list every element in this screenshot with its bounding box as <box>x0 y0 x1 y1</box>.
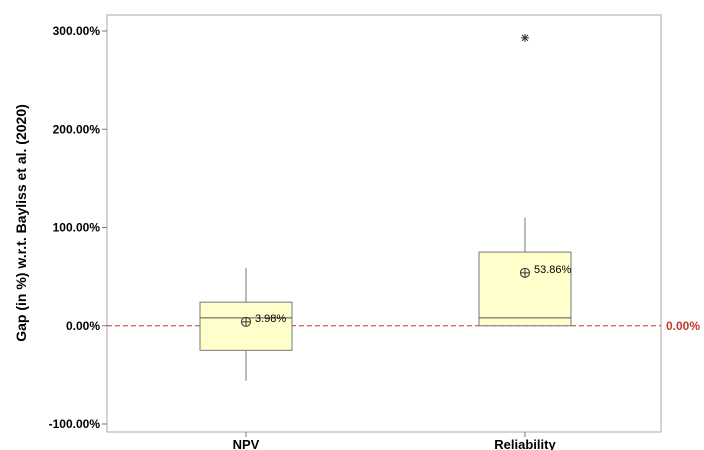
y-tick-label: 300.00% <box>53 24 101 38</box>
reference-line-group: 0.00% <box>107 319 700 333</box>
boxes: 3.98% 53.86% <box>199 33 572 381</box>
y-tick-label: -100.00% <box>49 417 101 431</box>
y-tick-label: 200.00% <box>53 122 101 136</box>
x-tick-label: Reliability <box>494 437 556 450</box>
outlier-marker <box>521 33 529 42</box>
box <box>478 251 572 327</box>
mean-label: 3.98% <box>255 313 286 325</box>
reference-line-label: 0.00% <box>666 319 700 333</box>
mean-label: 53.86% <box>534 264 572 276</box>
y-tick-label: 100.00% <box>53 221 101 235</box>
x-axis: NPV Reliability <box>233 432 556 450</box>
y-tick-label: 0.00% <box>66 319 100 333</box>
y-axis-title: Gap (in %) w.r.t. Bayliss et al. (2020) <box>13 104 29 342</box>
box-group-reliability: 53.86% <box>478 33 572 327</box>
plot-frame <box>106 14 662 433</box>
outlier-stroke <box>521 34 529 42</box>
x-tick-label: NPV <box>233 437 260 450</box>
box-group-npv: 3.98% <box>199 267 293 381</box>
y-axis: -100.00% 0.00% 100.00% 200.00% 300.00% <box>49 24 107 431</box>
